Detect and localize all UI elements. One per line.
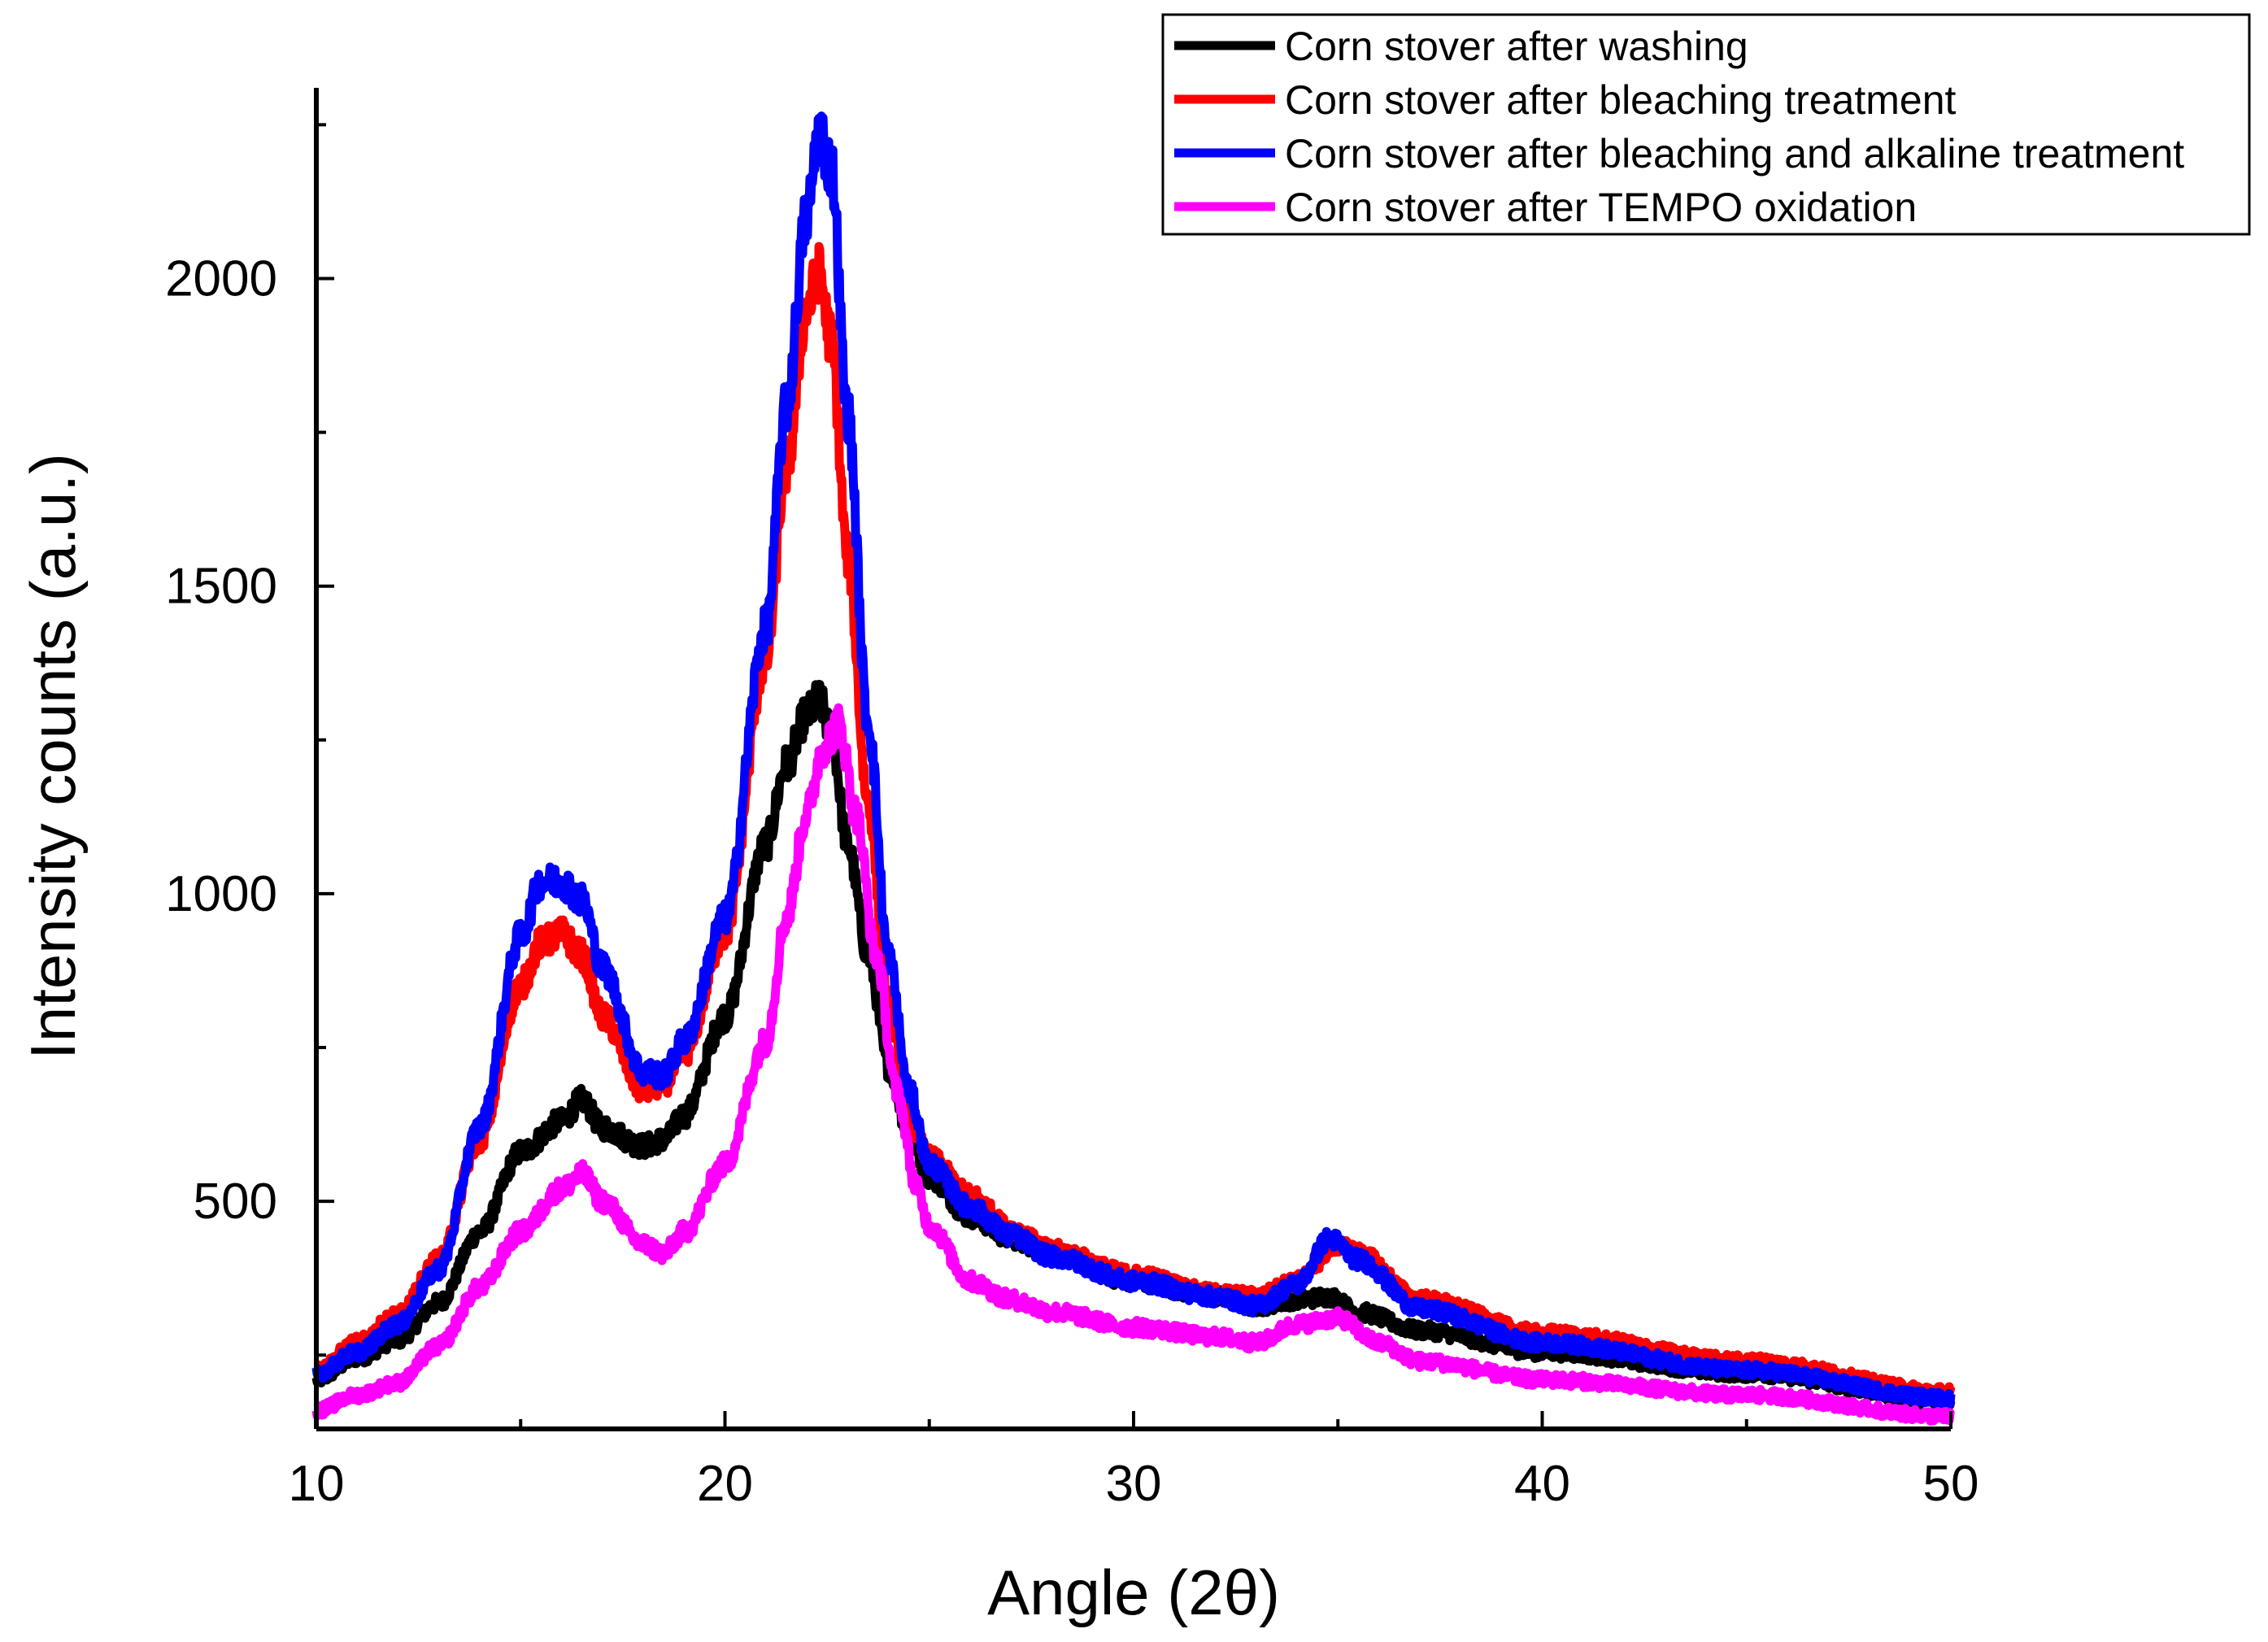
legend-entry-3: Corn stover after bleaching and alkaline… xyxy=(1174,131,2184,176)
y-axis-title: Intensity counts (a.u.) xyxy=(17,453,89,1060)
legend-label: Corn stover after washing xyxy=(1285,24,1748,69)
series-line-3 xyxy=(311,111,1956,1409)
y-ticks: 500 1000 1500 2000 xyxy=(165,123,334,1357)
legend-entries: Corn stover after washing Corn stover aft… xyxy=(1174,24,2184,230)
x-tick-label: 10 xyxy=(289,1456,345,1512)
x-axis-title: Angle (2θ) xyxy=(987,1557,1280,1628)
x-tick-label: 30 xyxy=(1106,1456,1162,1512)
y-tick-label: 1500 xyxy=(165,559,277,615)
y-tick-label: 500 xyxy=(194,1174,277,1230)
x-tick-label: 50 xyxy=(1923,1456,1979,1512)
series-path xyxy=(311,703,1956,1426)
x-ticks: 10 20 30 40 50 xyxy=(289,1411,1979,1512)
legend-entry-1: Corn stover after washing xyxy=(1174,24,1748,69)
legend-label: Corn stover after bleaching treatment xyxy=(1285,77,1957,123)
x-tick-label: 40 xyxy=(1514,1456,1570,1512)
series-line-4 xyxy=(311,703,1956,1426)
y-tick-label: 2000 xyxy=(165,250,277,307)
series-layer xyxy=(311,111,1956,1426)
y-tick-label: 1000 xyxy=(165,866,277,922)
series-path xyxy=(311,111,1956,1409)
legend-box xyxy=(1161,13,2251,236)
legend: Corn stover after washing Corn stover aft… xyxy=(1161,13,2251,236)
legend-label: Corn stover after bleaching and alkaline… xyxy=(1285,131,2184,176)
x-tick-label: 20 xyxy=(697,1456,753,1512)
legend-entry-2: Corn stover after bleaching treatment xyxy=(1174,77,1957,123)
legend-label: Corn stover after TEMPO oxidation xyxy=(1285,185,1917,230)
legend-entry-4: Corn stover after TEMPO oxidation xyxy=(1174,185,1917,230)
